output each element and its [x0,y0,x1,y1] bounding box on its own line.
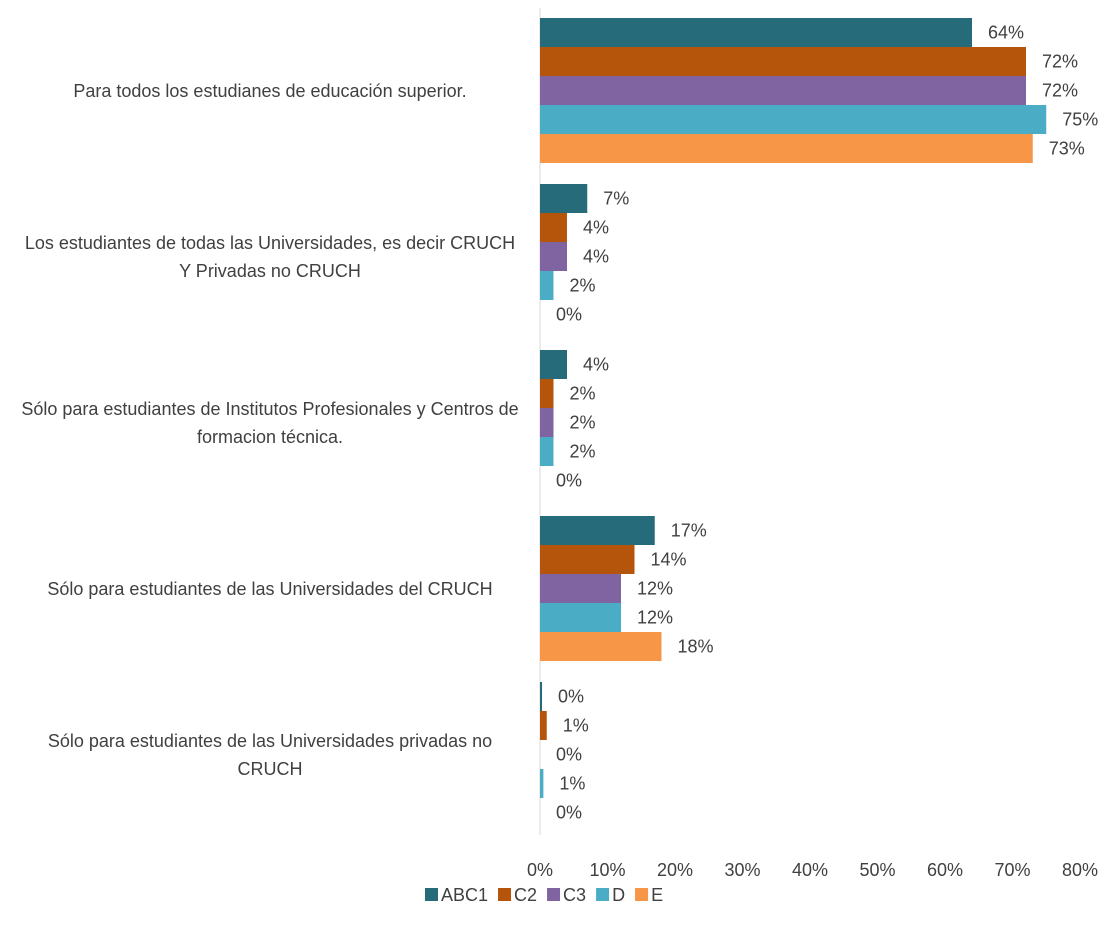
legend-swatch [425,888,438,901]
legend-label: D [612,885,625,905]
bar [540,18,972,47]
bar [540,242,567,271]
x-tick-label: 80% [1062,860,1098,880]
category-label: Los estudiantes de todas las Universidad… [24,232,516,281]
data-label: 73% [1049,138,1085,158]
bar [540,379,554,408]
bar [540,632,662,661]
x-tick-label: 70% [994,860,1030,880]
bar [540,213,567,242]
bar [540,545,635,574]
bar [540,682,543,711]
legend-label: C2 [514,885,537,905]
legend-swatch [498,888,512,901]
legend-swatch [547,888,561,901]
data-label: 75% [1062,109,1098,129]
data-label: 14% [651,549,687,569]
data-label: 0% [556,744,582,764]
bar [540,437,554,466]
data-label: 12% [637,607,673,627]
bar [540,47,1026,76]
bar [540,769,544,798]
data-label: 0% [556,304,582,324]
legend-swatch [596,888,610,901]
data-label: 72% [1042,51,1078,71]
category-label: Para todos los estudianes de educación s… [73,80,467,101]
data-label: 0% [556,470,582,490]
data-label: 2% [570,412,596,432]
bar [540,516,655,545]
bar [540,603,621,632]
bar [540,105,1047,134]
x-tick-label: 20% [657,860,693,880]
bar [540,711,547,740]
bar [540,184,588,213]
legend-label: E [651,885,663,905]
data-label: 4% [583,246,609,266]
x-tick-label: 30% [724,860,760,880]
bar [540,134,1033,163]
data-label: 0% [556,802,582,822]
legend-label: C3 [563,885,586,905]
data-label: 72% [1042,80,1078,100]
data-label: 2% [570,383,596,403]
data-label: 17% [671,520,707,540]
bar [540,408,554,437]
x-tick-label: 10% [589,860,625,880]
x-tick-label: 0% [527,860,553,880]
data-label: 2% [570,441,596,461]
data-label: 1% [559,773,585,793]
x-tick-label: 60% [927,860,963,880]
category-label: Sólo para estudiantes de las Universidad… [47,730,493,779]
data-label: 1% [563,715,589,735]
legend-swatch [635,888,649,901]
data-label: 2% [570,275,596,295]
data-label: 12% [637,578,673,598]
bar [540,574,621,603]
x-tick-label: 50% [859,860,895,880]
legend-label: ABC1 [441,885,488,905]
category-label: Sólo para estudiantes de Institutos Prof… [21,398,519,447]
bar [540,271,554,300]
data-label: 18% [678,636,714,656]
bar [540,350,567,379]
bar [540,76,1026,105]
x-tick-label: 40% [792,860,828,880]
data-label: 0% [558,686,584,706]
data-label: 4% [583,217,609,237]
data-label: 7% [603,188,629,208]
category-label: Sólo para estudiantes de las Universidad… [47,578,493,599]
data-label: 64% [988,22,1024,42]
data-label: 4% [583,354,609,374]
